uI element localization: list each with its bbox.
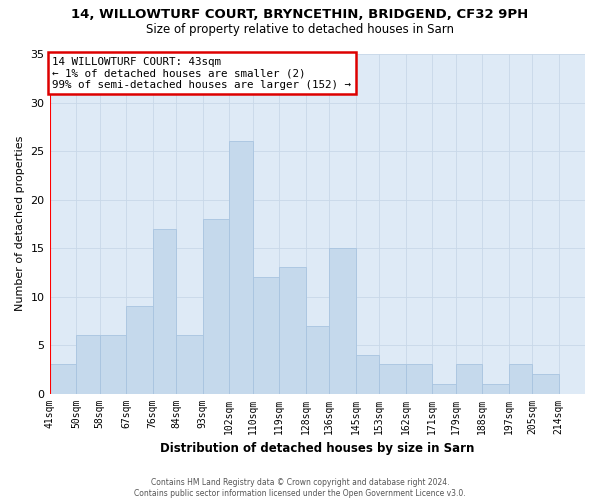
Bar bbox=[482, 384, 509, 394]
Text: Contains HM Land Registry data © Crown copyright and database right 2024.
Contai: Contains HM Land Registry data © Crown c… bbox=[134, 478, 466, 498]
Bar bbox=[356, 354, 379, 394]
Bar bbox=[50, 364, 76, 394]
Bar bbox=[279, 268, 305, 394]
Bar bbox=[176, 336, 203, 394]
Bar bbox=[253, 277, 279, 394]
Bar bbox=[305, 326, 329, 394]
X-axis label: Distribution of detached houses by size in Sarn: Distribution of detached houses by size … bbox=[160, 442, 475, 455]
Bar bbox=[532, 374, 559, 394]
Bar bbox=[432, 384, 455, 394]
Bar bbox=[152, 228, 176, 394]
Text: 14 WILLOWTURF COURT: 43sqm
← 1% of detached houses are smaller (2)
99% of semi-d: 14 WILLOWTURF COURT: 43sqm ← 1% of detac… bbox=[52, 57, 352, 90]
Bar bbox=[329, 248, 356, 394]
Y-axis label: Number of detached properties: Number of detached properties bbox=[15, 136, 25, 312]
Bar bbox=[203, 219, 229, 394]
Bar bbox=[406, 364, 432, 394]
Text: 14, WILLOWTURF COURT, BRYNCETHIN, BRIDGEND, CF32 9PH: 14, WILLOWTURF COURT, BRYNCETHIN, BRIDGE… bbox=[71, 8, 529, 20]
Bar bbox=[229, 142, 253, 394]
Bar bbox=[455, 364, 482, 394]
Bar bbox=[509, 364, 532, 394]
Text: Size of property relative to detached houses in Sarn: Size of property relative to detached ho… bbox=[146, 22, 454, 36]
Bar bbox=[100, 336, 126, 394]
Bar bbox=[126, 306, 152, 394]
Bar bbox=[379, 364, 406, 394]
Bar bbox=[76, 336, 100, 394]
